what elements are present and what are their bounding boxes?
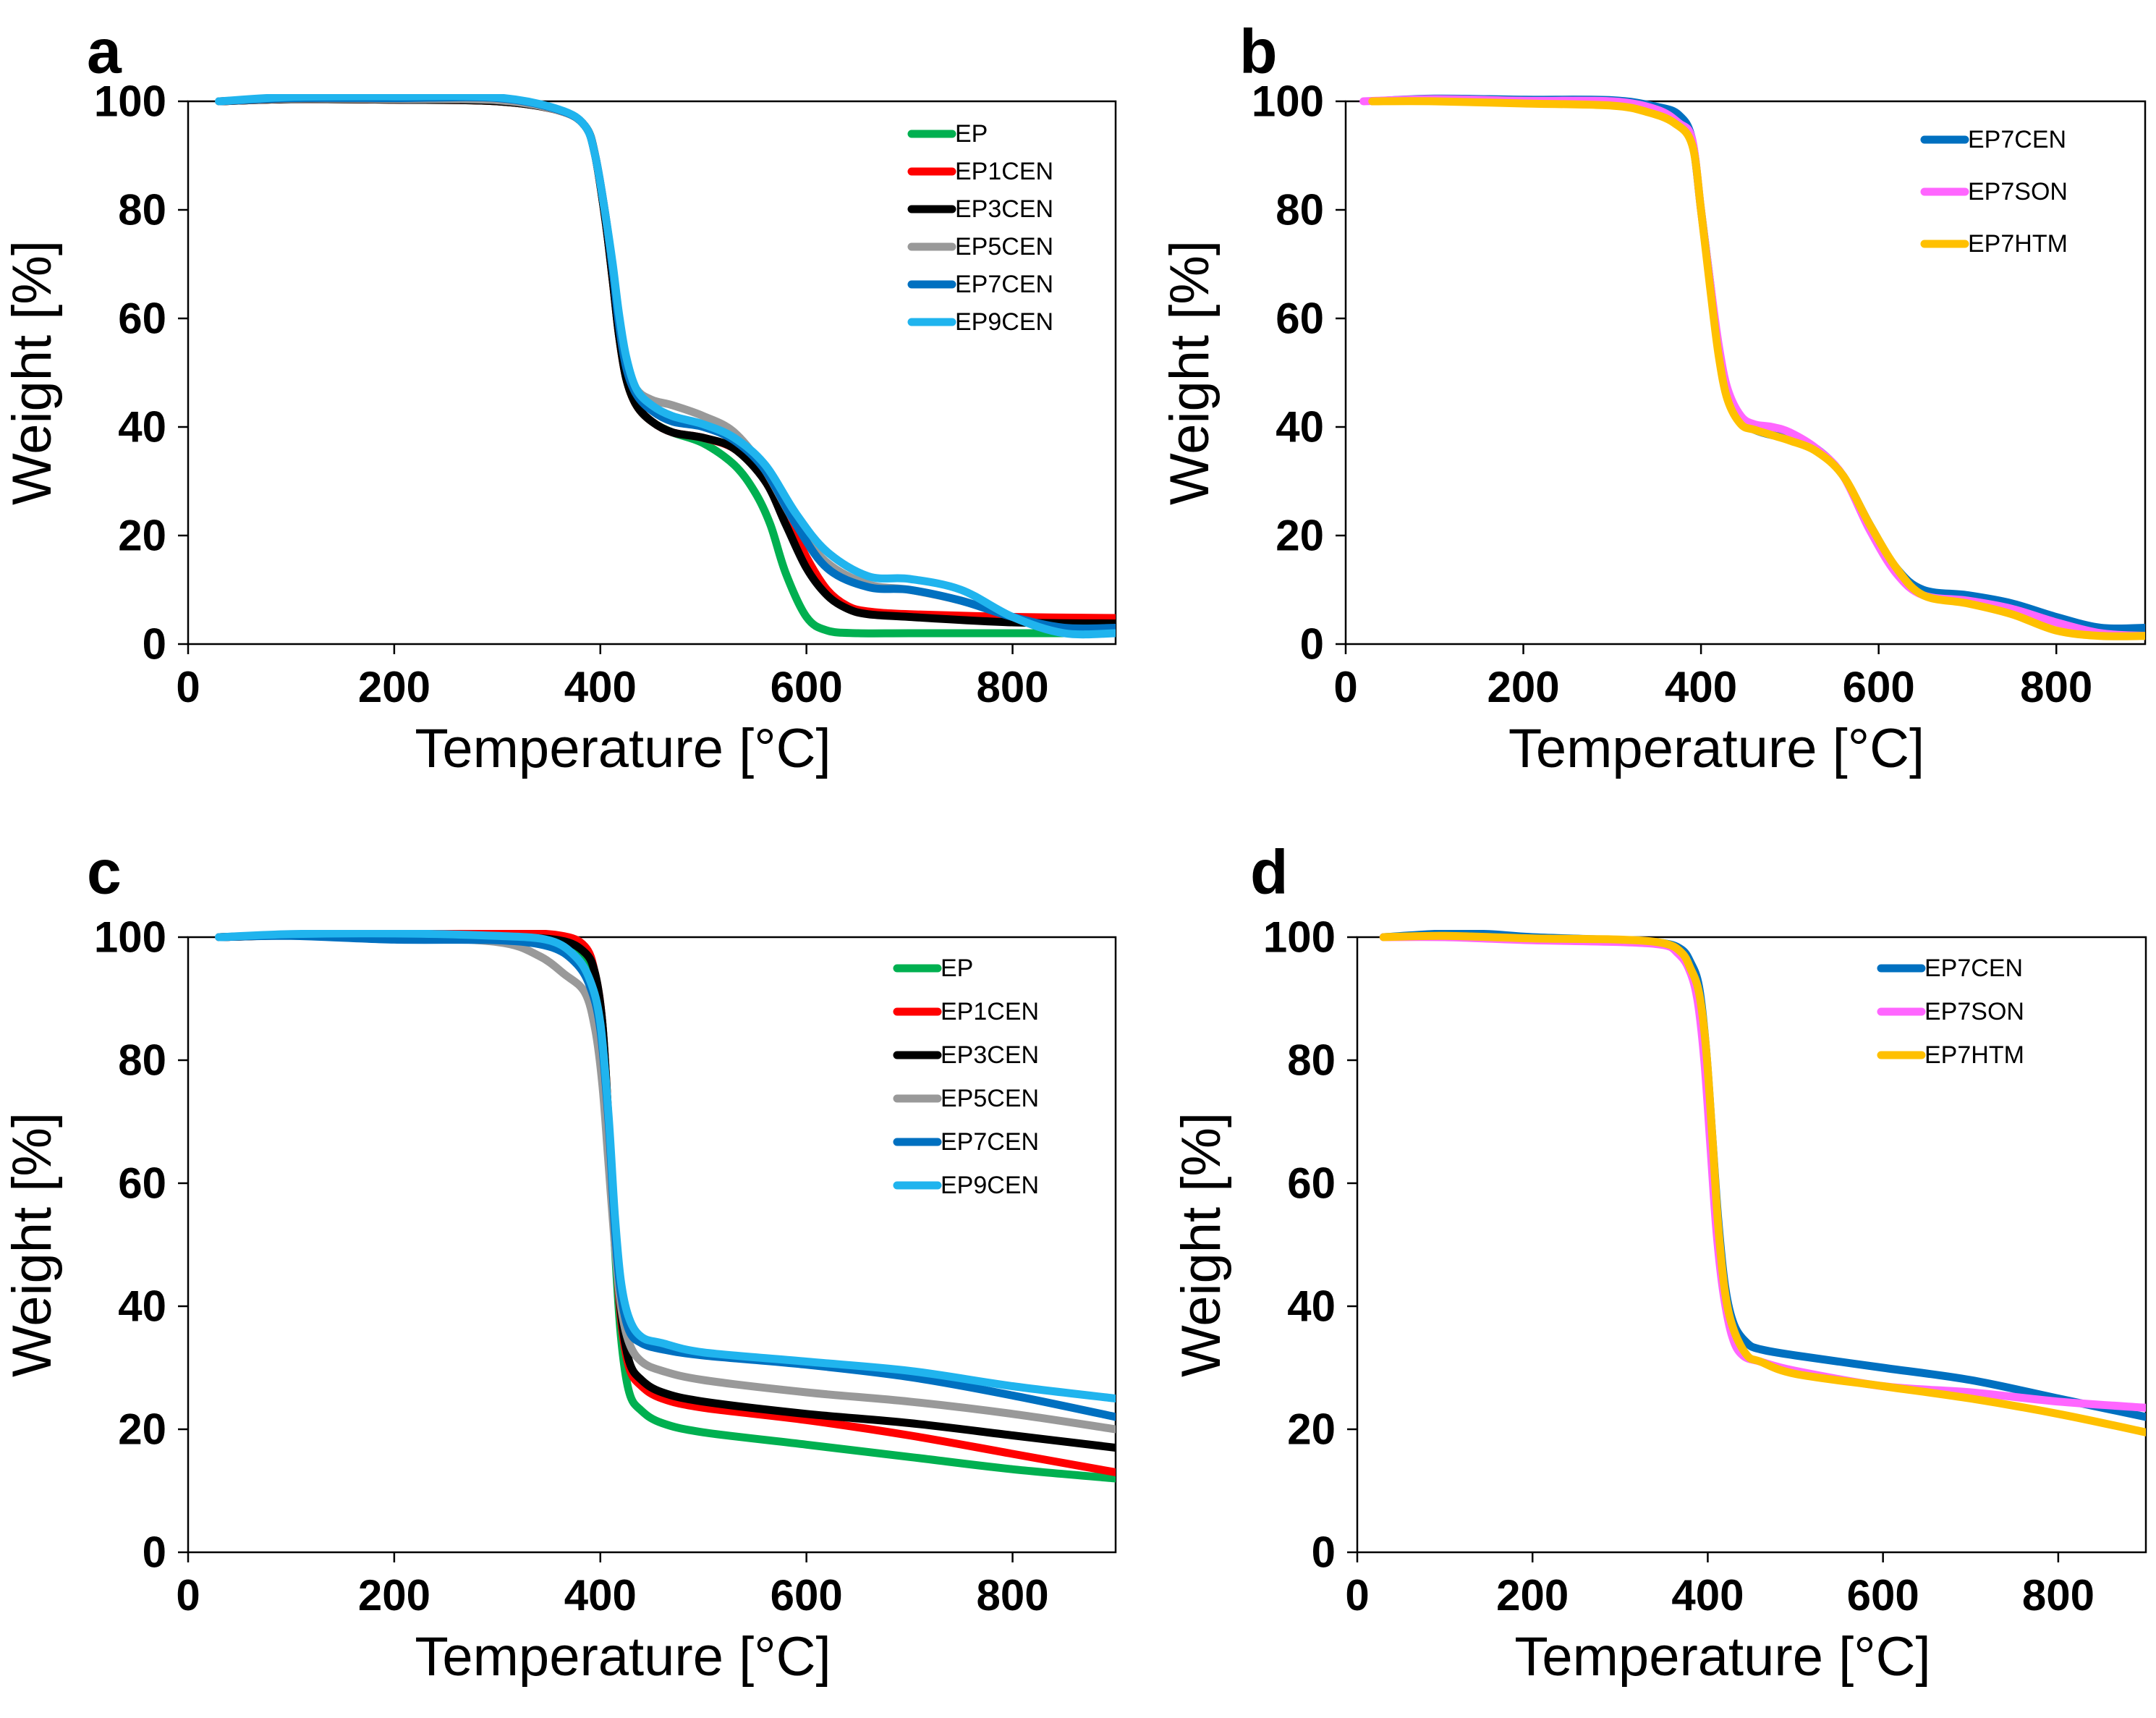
legend-label: EP7SON [1924,998,2024,1025]
legend: EP EP1CEN EP3CEN EP5CEN EP7CEN EP9CEN [893,955,1039,1199]
series-lines [215,930,1116,1483]
y-tick-label: 80 [1287,1036,1336,1085]
y-tick-label: 60 [118,295,166,343]
x-axis-title: Temperature [°C] [1508,718,1924,779]
panel-letter: a [87,17,122,87]
y-axis-title: Weight [%] [1159,240,1221,505]
x-tick-label: 0 [1345,1571,1369,1620]
y-tick-label: 20 [118,1405,166,1454]
legend-label: EP9CEN [955,308,1053,336]
panel-b: b 0 200 400 600 800 0 20 40 60 80 100 Temperature [°… [1159,17,2147,779]
y-axis-title: Weight [%] [1,240,63,505]
legend-label: EP7CEN [1968,126,2066,153]
legend-label: EP7CEN [955,271,1053,298]
series-line-ep7cen [1379,930,2146,1421]
legend-label: EP7HTM [1924,1041,2024,1069]
legend-label: EP9CEN [941,1172,1039,1199]
x-tick-label: 800 [2022,1571,2095,1620]
y-tick-label: 40 [118,403,166,452]
series-lines [215,94,1116,639]
legend: EP EP1CEN EP3CEN EP5CEN EP7CEN EP9CEN [907,120,1053,336]
panel-d: d 0 200 400 600 800 0 20 40 60 80 100 Temperature [°… [1171,838,2147,1688]
panel-letter: b [1239,17,1278,87]
x-axis-title: Temperature [°C] [415,718,831,779]
legend-label: EP3CEN [941,1041,1039,1069]
x-tick-label: 200 [358,1571,430,1620]
legend-label: EP [955,120,988,148]
y-tick-label: 0 [143,620,166,669]
series-line-ep7htm [1379,931,2146,1436]
x-tick-label: 600 [771,1571,843,1620]
x-tick-label: 400 [564,1571,637,1620]
y-tick-label: 60 [1287,1159,1336,1208]
legend: EP7CEN EP7SON EP7HTM [1877,955,2024,1069]
x-axis-title: Temperature [°C] [415,1626,831,1688]
legend-label: EP1CEN [955,158,1053,185]
y-tick-label: 0 [1300,620,1324,669]
x-tick-label: 0 [176,1571,200,1620]
panel-letter: c [87,838,122,907]
plot-frame [1344,100,2147,646]
x-tick-label: 800 [977,663,1049,711]
x-tick-label: 200 [1487,663,1560,711]
x-tick-label: 800 [977,1571,1049,1620]
series-line-ep9cen [215,94,1116,639]
series-line-ep7htm [1368,97,2145,640]
legend-label: EP5CEN [941,1085,1039,1112]
y-tick-label: 40 [1287,1282,1336,1331]
y-tick-label: 40 [118,1282,166,1331]
x-tick-label: 600 [1847,1571,1919,1620]
legend-label: EP7CEN [1924,955,2023,982]
y-tick-label: 0 [143,1528,166,1577]
panel-a: a 0 200 400 600 800 0 20 40 60 80 100 Temperature [°… [1,17,1117,779]
plot-frame [187,936,1117,1554]
legend-label: EP [941,955,973,982]
x-tick-label: 600 [771,663,843,711]
series-line-ep9cen [215,930,1116,1402]
x-axis-title: Temperature [°C] [1514,1626,1930,1688]
series-line-ep7son [1379,933,2146,1412]
series-lines [1359,94,2145,640]
x-tick-label: 400 [564,663,637,711]
legend-label: EP7CEN [941,1128,1039,1156]
y-tick-label: 100 [1252,77,1324,126]
y-tick-label: 60 [1276,295,1324,343]
y-axis-title: Weight [%] [1,1112,63,1377]
plot-frame [1356,936,2147,1554]
y-tick-label: 80 [118,186,166,234]
legend-label: EP1CEN [941,998,1039,1025]
x-tick-label: 400 [1671,1571,1744,1620]
x-tick-label: 400 [1665,663,1737,711]
panel-c: c 0 200 400 600 800 0 20 40 60 80 100 Temperature [°… [1,838,1117,1688]
y-tick-label: 40 [1276,403,1324,452]
x-tick-label: 200 [358,663,430,711]
y-tick-label: 80 [1276,186,1324,234]
legend-label: EP7HTM [1968,230,2068,258]
x-tick-label: 600 [1843,663,1915,711]
x-tick-label: 0 [1333,663,1357,711]
plot-frame [187,100,1117,646]
y-tick-label: 100 [1263,913,1336,962]
x-tick-label: 800 [2020,663,2092,711]
y-tick-label: 100 [94,77,166,126]
y-tick-label: 60 [118,1159,166,1208]
legend: EP7CEN EP7SON EP7HTM [1920,126,2068,258]
y-tick-label: 20 [1276,512,1324,560]
x-tick-label: 0 [176,663,200,711]
y-tick-label: 80 [118,1036,166,1085]
legend-label: EP3CEN [955,195,1053,223]
y-tick-label: 100 [94,913,166,962]
x-tick-label: 200 [1496,1571,1569,1620]
y-tick-label: 0 [1312,1528,1336,1577]
series-lines [1379,930,2146,1436]
legend-label: EP5CEN [955,233,1053,261]
y-axis-title: Weight [%] [1171,1112,1232,1377]
panel-letter: d [1250,838,1289,907]
y-tick-label: 20 [1287,1405,1336,1454]
y-tick-label: 20 [118,512,166,560]
legend-label: EP7SON [1968,178,2068,206]
